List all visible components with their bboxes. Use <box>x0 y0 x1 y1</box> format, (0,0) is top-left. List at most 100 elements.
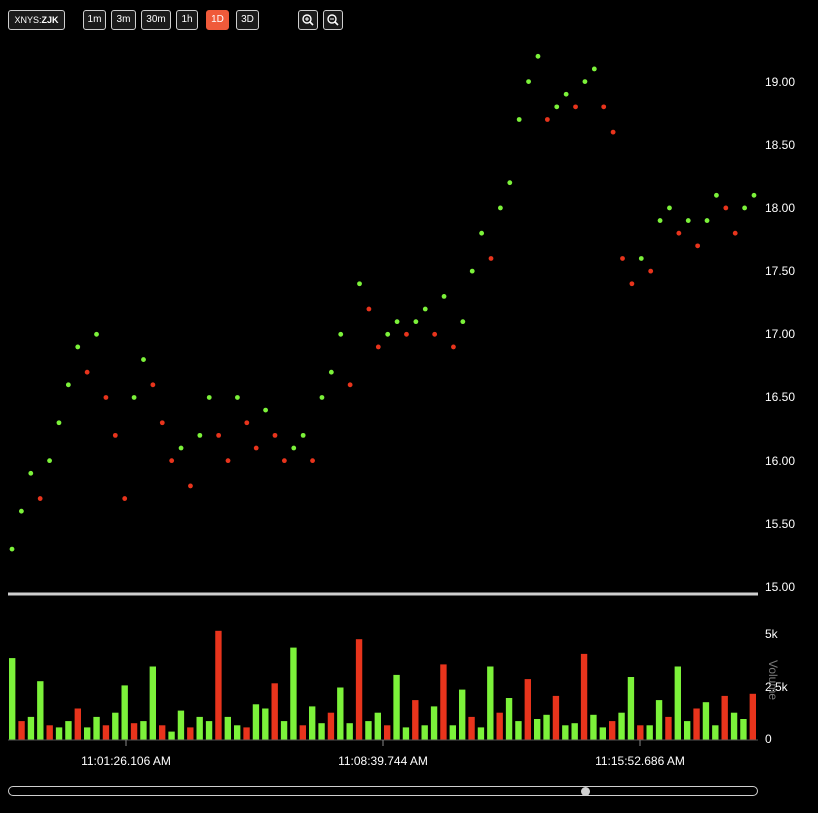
volume-bar <box>74 708 81 740</box>
price-point <box>488 256 494 261</box>
price-point <box>695 243 701 249</box>
volume-bar <box>149 666 156 740</box>
price-point <box>704 218 710 223</box>
volume-bar <box>327 712 335 740</box>
price-point <box>432 331 438 337</box>
price-tick-label: 18.00 <box>765 200 796 215</box>
price-point <box>300 432 306 438</box>
volume-bar <box>262 708 269 740</box>
volume-bar <box>290 647 297 740</box>
price-point <box>544 117 550 122</box>
volume-bar <box>224 716 231 740</box>
price-point <box>591 66 597 72</box>
price-point <box>253 445 259 451</box>
price-point <box>235 395 240 400</box>
volume-bar <box>243 727 250 740</box>
price-point <box>554 104 560 110</box>
volume-bar <box>234 725 241 740</box>
volume-bar <box>655 700 663 740</box>
price-point <box>197 432 203 438</box>
zoom-out-button[interactable] <box>323 10 343 30</box>
volume-bar <box>702 702 710 740</box>
price-point <box>526 79 531 84</box>
scrollbar-handle[interactable] <box>581 787 590 796</box>
interval-30m-button[interactable]: 30m <box>141 10 171 30</box>
interval-1m-button[interactable]: 1m <box>83 10 106 30</box>
price-tick-label: 16.00 <box>765 453 796 468</box>
price-point <box>216 432 222 438</box>
price-point <box>225 458 231 464</box>
zoom-in-button[interactable] <box>298 10 318 30</box>
volume-bar <box>177 710 185 740</box>
volume-bar <box>646 725 653 740</box>
volume-bar <box>740 719 747 740</box>
price-point <box>573 104 578 110</box>
interval-1d-button[interactable]: 1D <box>206 10 229 30</box>
price-point <box>732 230 738 236</box>
price-tick-label: 17.00 <box>765 327 796 342</box>
volume-tick-label: 0 <box>765 732 772 746</box>
volume-bar <box>440 664 447 740</box>
price-point <box>9 546 15 552</box>
volume-bar <box>346 723 353 740</box>
volume-bar <box>159 725 166 740</box>
price-point <box>347 382 353 388</box>
volume-bar <box>412 700 419 740</box>
exchange-label: XNYS: <box>14 15 42 25</box>
price-tick-label: 18.50 <box>765 137 796 152</box>
price-point <box>244 420 250 426</box>
volume-tick-label: 5k <box>765 627 778 641</box>
volume-bar <box>205 721 213 740</box>
price-point <box>460 319 466 325</box>
symbol-badge[interactable]: XNYS:ZJK <box>8 10 65 30</box>
volume-plot <box>9 630 756 740</box>
price-point <box>263 407 268 413</box>
volume-bar <box>665 716 672 740</box>
time-scrollbar[interactable] <box>8 786 758 796</box>
interval-3m-button[interactable]: 3m <box>111 10 136 30</box>
volume-bar <box>9 658 16 740</box>
price-point <box>150 382 156 388</box>
price-point <box>131 395 137 400</box>
time-tick-label: 11:01:26.106 AM <box>81 754 171 768</box>
price-point <box>413 319 419 325</box>
volume-bar <box>534 719 541 740</box>
volume-bar <box>355 639 363 740</box>
zoom-in-icon <box>302 14 314 26</box>
volume-bar <box>524 679 531 740</box>
volume-bar <box>112 712 119 740</box>
price-tick-label: 15.50 <box>765 516 796 531</box>
price-point <box>657 218 663 223</box>
volume-bar <box>299 725 306 740</box>
volume-bar <box>599 727 606 740</box>
volume-bar <box>271 683 278 740</box>
volume-bar <box>449 725 456 740</box>
price-point <box>751 192 757 198</box>
volume-bar <box>487 666 494 740</box>
volume-bar <box>721 695 728 740</box>
volume-tick-label: 2.5k <box>765 679 788 694</box>
interval-3d-button[interactable]: 3D <box>236 10 259 30</box>
volume-bar <box>196 716 203 740</box>
price-point <box>103 395 109 400</box>
price-tick-label: 17.50 <box>765 264 796 279</box>
volume-bar <box>505 698 513 740</box>
volume-bar <box>130 723 138 740</box>
price-point <box>366 306 372 312</box>
volume-bar <box>477 727 485 740</box>
price-point <box>582 79 588 84</box>
volume-bar <box>580 653 588 740</box>
price-point <box>385 331 391 337</box>
price-point <box>667 205 672 211</box>
volume-bar <box>730 712 738 740</box>
price-point <box>714 192 719 198</box>
volume-bar <box>46 725 53 740</box>
price-point <box>676 230 682 236</box>
volume-bar <box>618 712 625 740</box>
volume-bar <box>18 721 25 740</box>
volume-bar <box>562 725 569 740</box>
interval-1h-button[interactable]: 1h <box>176 10 198 30</box>
price-point <box>620 256 625 261</box>
volume-bar <box>252 704 260 740</box>
